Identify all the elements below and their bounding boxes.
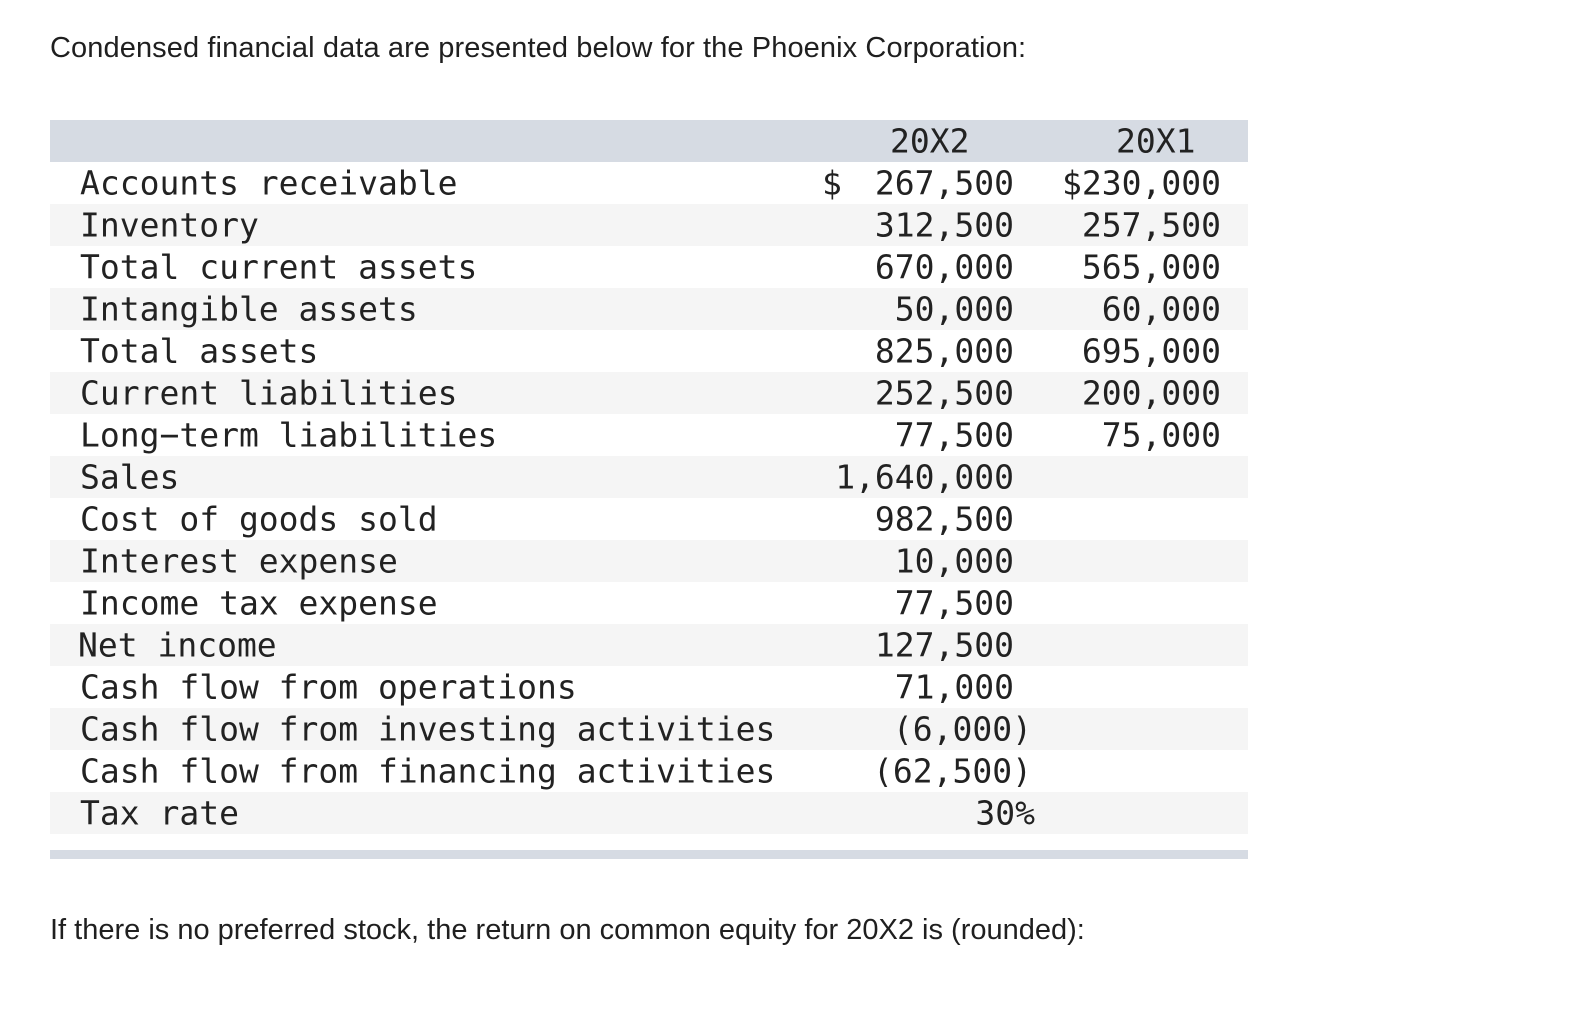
value-20x2: (6,000) [892,709,1032,749]
value-20x1: 60,000 [1101,289,1221,329]
table-row: Current liabilities 252,500 200,000 [50,372,1248,414]
header-20x1: 20X1 [1116,121,1196,161]
value-20x2: 50,000 [894,289,1014,329]
table-row: Interest expense 10,000 [50,540,1248,582]
value-20x2: 252,500 [874,373,1014,413]
value-20x1: 565,000 [1081,247,1221,287]
value-20x2: 77,500 [894,415,1014,455]
row-label: Cash flow from financing activities [80,751,776,791]
value-20x2: 670,000 [874,247,1014,287]
financial-data-table: 20X2 20X1 Accounts receivable $ 267,500 … [50,120,1248,859]
row-label: Intangible assets [80,289,418,329]
row-label: Long−term liabilities [80,415,498,455]
value-20x2: 312,500 [874,205,1014,245]
value-20x1: 200,000 [1081,373,1221,413]
row-label: Total current assets [80,247,478,287]
row-label: Cash flow from operations [80,667,577,707]
table-row: Inventory 312,500 257,500 [50,204,1248,246]
value-20x1: 695,000 [1081,331,1221,371]
row-label: Net income [78,625,277,665]
table-row: Sales 1,640,000 [50,456,1248,498]
table-row: Tax rate 30% [50,792,1248,834]
row-label: Cash flow from investing activities [80,709,776,749]
row-label: Sales [80,457,180,497]
row-label: Accounts receivable [80,163,458,203]
table-row: Cash flow from investing activities (6,0… [50,708,1248,750]
value-20x2: 982,500 [874,499,1014,539]
header-20x2: 20X2 [890,121,970,161]
table-row: Income tax expense 77,500 [50,582,1248,624]
table-row: Cost of goods sold 982,500 [50,498,1248,540]
row-label: Income tax expense [80,583,438,623]
intro-text: Condensed financial data are presented b… [50,32,1027,64]
value-20x1: $230,000 [1062,163,1221,203]
table-header-row: 20X2 20X1 [50,120,1248,162]
row-label: Cost of goods sold [80,499,438,539]
table-row: Total assets 825,000 695,000 [50,330,1248,372]
value-20x2: 77,500 [894,583,1014,623]
table-row: Long−term liabilities 77,500 75,000 [50,414,1248,456]
table-footer-bar [50,850,1248,859]
row-label: Current liabilities [80,373,458,413]
table-row: Net income 127,500 [50,624,1248,666]
row-label: Inventory [80,205,259,245]
value-20x1: 75,000 [1101,415,1221,455]
value-20x2: 267,500 [874,163,1014,203]
value-20x2: 10,000 [894,541,1014,581]
table-row: Accounts receivable $ 267,500 $230,000 [50,162,1248,204]
question-text: If there is no preferred stock, the retu… [50,914,1085,946]
value-20x2: 1,640,000 [835,457,1014,497]
value-20x2: (62,500) [873,751,1032,791]
table-row: Total current assets 670,000 565,000 [50,246,1248,288]
currency-symbol: $ [822,163,842,203]
row-label: Tax rate [80,793,239,833]
row-label: Total assets [80,331,319,371]
value-20x2: 71,000 [894,667,1014,707]
value-20x2: 825,000 [874,331,1014,371]
value-20x1: 257,500 [1081,205,1221,245]
table-row: Intangible assets 50,000 60,000 [50,288,1248,330]
row-label: Interest expense [80,541,398,581]
table-row: Cash flow from financing activities (62,… [50,750,1248,792]
table-row: Cash flow from operations 71,000 [50,666,1248,708]
value-20x2: 30% [975,793,1035,833]
value-20x2: 127,500 [874,625,1014,665]
